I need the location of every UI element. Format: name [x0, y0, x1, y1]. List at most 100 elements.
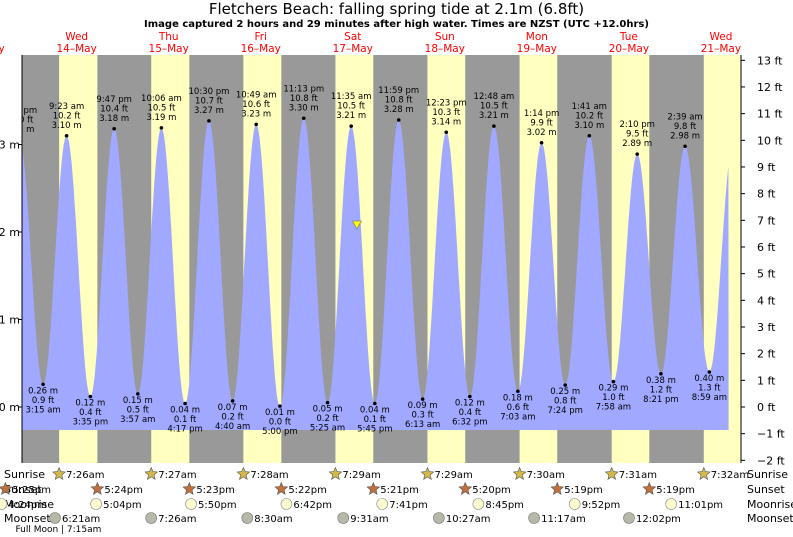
tide-label-line: 3.30 m: [289, 103, 319, 113]
tide-label-line: 7:58 am: [596, 403, 631, 413]
moonset-time: 6:21am: [62, 514, 100, 525]
day-label-date: 20–May: [609, 43, 649, 55]
sunset-icon: [642, 481, 657, 495]
sunset-icon: [90, 481, 105, 495]
row-label-left: Moonrise: [4, 498, 54, 511]
low-tide-label: 0.07 m0.2 ft4:40 am: [215, 403, 250, 432]
tide-label-line: 9.8 ft: [674, 122, 697, 132]
row-label-right: Moonset: [747, 512, 793, 525]
tide-label-line: 0.4 ft: [459, 408, 482, 418]
tide-label-line: 10.8 ft: [290, 94, 318, 104]
tide-label-line: 6:32 pm: [452, 418, 487, 428]
tide-label-line: 2.89 m: [622, 139, 652, 149]
tide-label-line: 0.04 m: [170, 406, 200, 416]
row-label-left: Moonset: [4, 512, 51, 525]
sunset-icon: [0, 481, 13, 495]
tide-label-line: 3.18 m: [99, 114, 129, 124]
moonrise-icon: [376, 498, 389, 510]
right-axis-tick-label: 3 ft: [757, 321, 776, 334]
chart-subtitle: Image captured 2 hours and 29 minutes af…: [144, 19, 649, 30]
low-tide-label: 0.38 m1.2 ft8:21 pm: [643, 376, 678, 405]
sunrise-time: 7:29am: [434, 470, 472, 481]
high-tide-point: [349, 124, 353, 128]
tide-label-line: 3.14 m: [431, 117, 461, 127]
sunset-time: 5:25pm: [12, 485, 51, 496]
tide-label-line: 0.2 ft: [221, 412, 244, 422]
moonrise-time: 4:24pm: [8, 500, 47, 511]
moonset-icon: [623, 512, 635, 524]
high-tide-label: 2:39 am9.8 ft2.98 m: [667, 112, 702, 141]
day-label-date: 16–May: [241, 43, 281, 55]
low-tide-point: [707, 370, 712, 374]
moonrise-time: 8:45pm: [485, 500, 524, 511]
chart-title: Fletchers Beach: falling spring tide at …: [208, 0, 585, 18]
sunset-icon: [550, 481, 565, 495]
moonset-time: 11:17am: [541, 514, 586, 525]
low-tide-point: [230, 399, 235, 403]
moonset-time: 8:30am: [254, 514, 292, 525]
low-tide-label: 0.29 m1.0 ft7:58 am: [596, 384, 631, 413]
tide-label-line: 10.5 ft: [337, 102, 365, 112]
left-axis-tick-label: 3 m: [0, 139, 20, 152]
tide-label-line: 10.0 ft: [6, 116, 34, 126]
sunrise-icon: [52, 466, 67, 480]
tide-label-line: 0.05 m: [313, 405, 343, 415]
tide-label-line: 10:06 am: [141, 94, 182, 104]
moonset-icon: [145, 512, 157, 524]
tide-label-line: 6:13 am: [405, 420, 440, 430]
tide-label-line: 10.5 ft: [147, 103, 175, 113]
moonrise-icon: [185, 498, 197, 510]
tide-label-line: 3.27 m: [194, 106, 224, 116]
tide-label-line: 3.21 m: [479, 111, 509, 121]
tide-label-line: 0.0 ft: [269, 418, 292, 428]
high-tide-point: [587, 133, 592, 138]
tide-label-line: 10.6 ft: [242, 100, 270, 110]
day-label-dow: Wed: [709, 31, 732, 43]
tide-label-line: 9:47 pm: [96, 95, 131, 105]
high-tide-point: [444, 130, 449, 135]
high-tide-point: [112, 126, 116, 131]
tide-label-line: 0.8 ft: [554, 397, 577, 407]
moonset-icon: [528, 512, 540, 524]
sunset-icon: [274, 481, 289, 495]
tide-label-line: 0.07 m: [218, 403, 248, 413]
day-label-dow: Thu: [158, 31, 179, 43]
moon-phase-label: Full Moon | 7:15am: [15, 525, 101, 535]
sunset-time: 5:24pm: [104, 485, 143, 496]
tide-label-line: 2.98 m: [670, 131, 700, 141]
tide-label-line: 9.9 ft: [530, 118, 553, 128]
tide-label-line: 10.3 ft: [432, 108, 460, 118]
high-tide-label: 2:10 pm9.5 ft2.89 m: [619, 120, 654, 149]
tide-label-line: 0.09 m: [408, 401, 438, 411]
moonset-icon: [337, 512, 350, 524]
left-axis-tick-label: 0 m: [0, 401, 20, 414]
moonset-time: 9:31am: [350, 514, 388, 525]
sunset-time: 5:23pm: [196, 485, 235, 496]
high-tide-point: [207, 119, 211, 123]
low-tide-label: 0.12 m0.4 ft6:32 pm: [452, 399, 487, 428]
moonrise-icon: [0, 498, 8, 510]
moonset-time: 12:02pm: [636, 514, 681, 525]
tide-label-line: 10.8 ft: [385, 96, 413, 106]
sunset-icon: [182, 481, 197, 495]
tide-label-line: 12:48 am: [474, 92, 515, 102]
day-label-dow: Sat: [344, 31, 361, 43]
right-axis-tick-label: 0 ft: [757, 401, 776, 414]
high-tide-point: [635, 152, 640, 156]
tide-label-line: 1.2 ft: [650, 385, 673, 395]
right-axis-tick-label: −1 ft: [757, 428, 785, 441]
sunrise-time: 7:30am: [527, 470, 565, 481]
sunrise-icon: [236, 466, 251, 480]
low-tide-point: [659, 371, 663, 376]
tide-label-line: 11:59 pm: [378, 86, 419, 96]
tide-label-line: 10.7 ft: [195, 96, 223, 106]
right-axis-tick-label: 1 ft: [757, 374, 776, 387]
tide-label-line: 0.29 m: [598, 384, 628, 394]
